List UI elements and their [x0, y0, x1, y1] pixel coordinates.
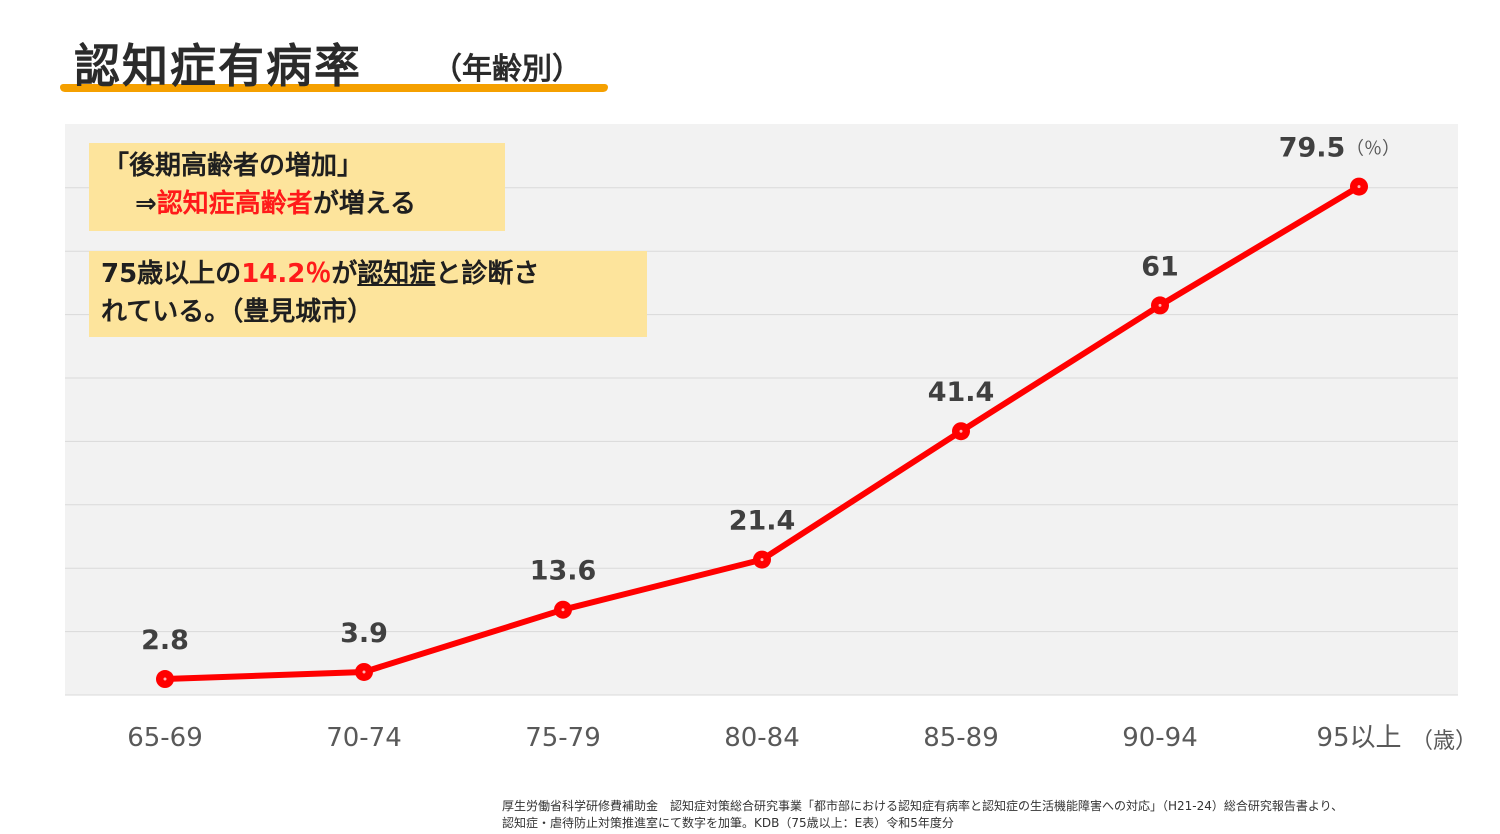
- arrow-glyph: ⇒: [135, 189, 157, 219]
- value-label: 61: [1141, 251, 1179, 282]
- value-label: 21.4: [729, 506, 796, 537]
- data-point-center: [163, 677, 167, 681]
- x-unit-label: （歳）: [1411, 729, 1477, 754]
- x-tick-label: 75-79: [525, 723, 601, 753]
- callout-aging-line2: ⇒認知症高齢者が増える: [103, 185, 495, 223]
- data-point-center: [561, 608, 565, 612]
- x-tick-label: 95以上: [1316, 723, 1401, 753]
- x-tick-label: 80-84: [724, 723, 800, 753]
- callout-aging-line1: 「後期高齢者の増加」: [103, 151, 364, 181]
- page-title: 認知症有病率: [74, 39, 362, 93]
- x-tick-label: 65-69: [127, 723, 203, 753]
- data-point-center: [959, 429, 963, 433]
- value-label: 2.8: [141, 625, 189, 656]
- value-labels: 2.8 3.9 13.6 21.4 41.4 61 79.5: [141, 133, 1345, 656]
- source-line1: 厚生労働省科学研修費補助金 認知症対策総合研究事業「都市部における認知症有病率と…: [502, 799, 1344, 813]
- x-tick-label: 90-94: [1122, 723, 1198, 753]
- callout-diagnosis-line2: れている。（豊見城市）: [101, 297, 374, 327]
- callout-diagnosis-line1: 75歳以上の14.2％が認知症と診断さ: [101, 255, 637, 293]
- x-tick-label: 70-74: [326, 723, 402, 753]
- source-note: 厚生労働省科学研修費補助金 認知症対策総合研究事業「都市部における認知症有病率と…: [502, 798, 1492, 832]
- callout-pct: 14.2％: [241, 259, 332, 289]
- callout-aging: 「後期高齢者の増加」 ⇒認知症高齢者が増える: [89, 143, 505, 231]
- callout-post: と診断さ: [435, 259, 540, 289]
- title-block: 認知症有病率 （年齢別）: [60, 28, 620, 98]
- x-tick-labels: 65-69 70-74 75-79 80-84 85-89 90-94 95以上: [127, 723, 1401, 753]
- callout-diagnosis: 75歳以上の14.2％が認知症と診断さ れている。（豊見城市）: [89, 251, 647, 337]
- data-point-center: [1158, 303, 1162, 307]
- data-point-center: [362, 670, 366, 674]
- callout-aging-emph: 認知症高齢者: [156, 189, 313, 219]
- title-underline: [60, 84, 608, 92]
- value-label: 79.5: [1279, 133, 1346, 164]
- data-points: [156, 177, 1368, 689]
- callout-pre: 75歳以上の: [101, 259, 242, 289]
- x-tick-label: 85-89: [923, 723, 999, 753]
- y-unit-label: （％）: [1346, 139, 1400, 160]
- data-point-center: [1357, 185, 1361, 189]
- data-point-center: [760, 558, 764, 562]
- page-subtitle: （年齢別）: [432, 52, 582, 87]
- callout-aging-rest: が増える: [312, 189, 417, 219]
- value-label: 41.4: [928, 377, 995, 408]
- source-line2: 認知症・虐待防止対策推進室にて数字を加筆。KDB（75歳以上：E表）令和5年度分: [502, 816, 954, 830]
- value-label: 13.6: [530, 556, 597, 587]
- value-label: 3.9: [340, 618, 388, 649]
- callout-underlined: 認知症: [357, 259, 436, 289]
- callout-mid: が: [331, 259, 358, 289]
